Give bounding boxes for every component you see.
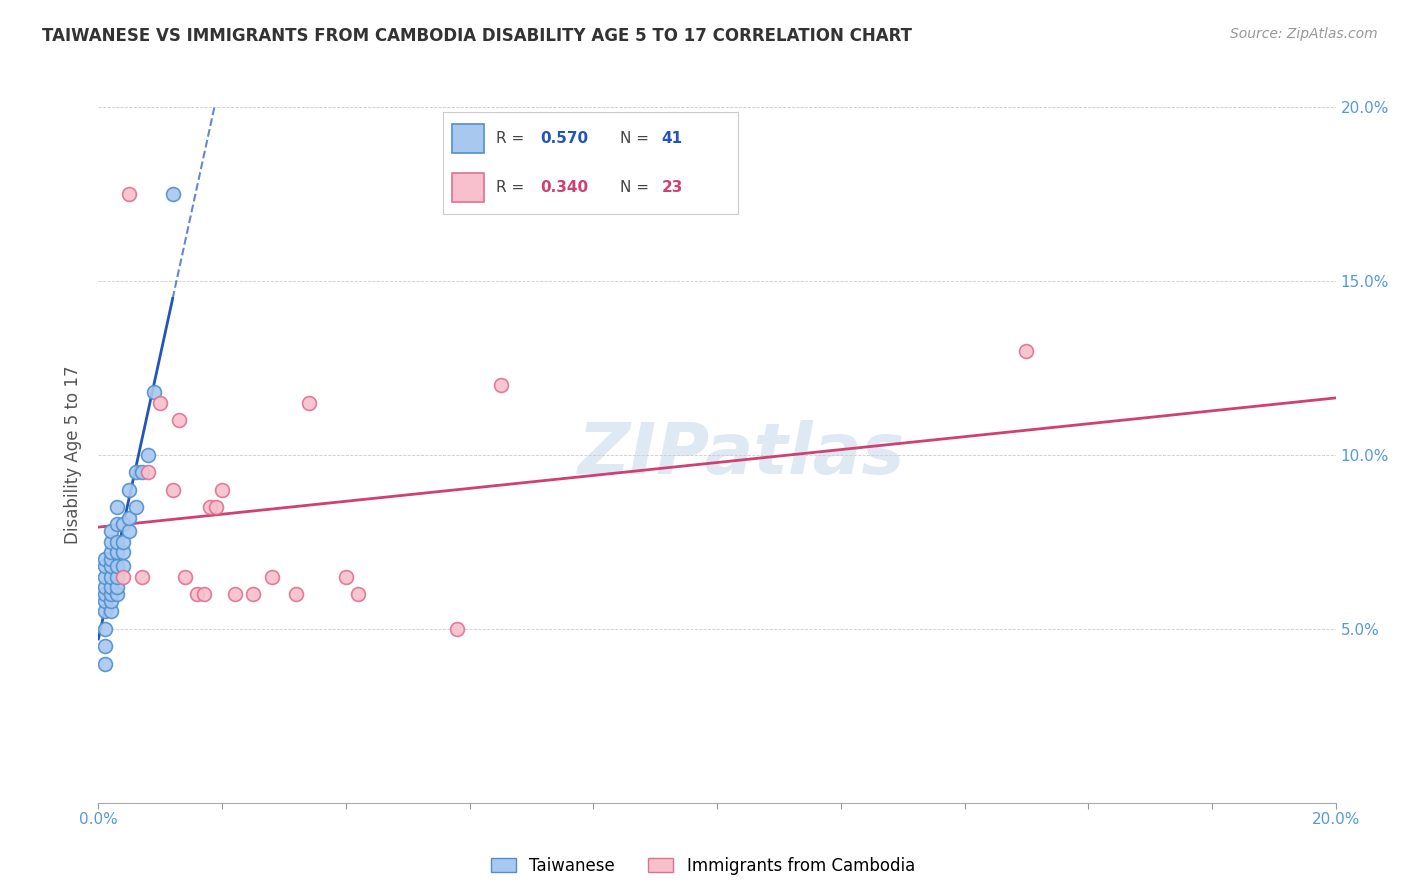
Point	[112, 545, 135, 559]
Point	[100, 545, 122, 559]
Point	[105, 534, 128, 549]
Point	[193, 587, 215, 601]
Point	[105, 570, 128, 584]
Point	[93, 570, 115, 584]
Point	[100, 559, 122, 574]
Legend: Taiwanese, Immigrants from Cambodia: Taiwanese, Immigrants from Cambodia	[491, 856, 915, 875]
Point	[100, 524, 122, 539]
Point	[186, 587, 208, 601]
Point	[136, 448, 159, 462]
Point	[112, 559, 135, 574]
Point	[446, 622, 468, 636]
Point	[100, 534, 122, 549]
Point	[100, 552, 122, 566]
Point	[131, 466, 153, 480]
Point	[105, 587, 128, 601]
Text: 41: 41	[661, 130, 682, 145]
Point	[118, 187, 141, 202]
Point	[118, 483, 141, 497]
Point	[105, 517, 128, 532]
Text: 23: 23	[661, 180, 683, 195]
Point	[100, 605, 122, 619]
Text: N =: N =	[620, 180, 654, 195]
Bar	[451, 173, 484, 202]
Text: ZIPatlas: ZIPatlas	[578, 420, 905, 490]
Point	[211, 483, 233, 497]
Point	[93, 622, 115, 636]
Point	[1015, 343, 1038, 358]
Point	[100, 587, 122, 601]
Point	[100, 594, 122, 608]
Point	[100, 580, 122, 594]
Point	[105, 580, 128, 594]
Point	[162, 187, 184, 202]
Point	[93, 594, 115, 608]
Point	[112, 570, 135, 584]
Point	[105, 559, 128, 574]
Bar	[451, 124, 484, 153]
Text: 20.0%: 20.0%	[1312, 812, 1360, 827]
Point	[143, 385, 166, 400]
Point	[224, 587, 246, 601]
Point	[118, 510, 141, 524]
Point	[93, 559, 115, 574]
Text: 0.340: 0.340	[540, 180, 589, 195]
Text: 0.0%: 0.0%	[79, 812, 118, 827]
Point	[167, 413, 190, 427]
Point	[174, 570, 197, 584]
Point	[93, 639, 115, 653]
Point	[242, 587, 264, 601]
Point	[162, 483, 184, 497]
Point	[105, 545, 128, 559]
Point	[124, 500, 146, 514]
Point	[118, 524, 141, 539]
Text: Source: ZipAtlas.com: Source: ZipAtlas.com	[1230, 27, 1378, 41]
Point	[198, 500, 221, 514]
Point	[136, 466, 159, 480]
Text: R =: R =	[496, 130, 529, 145]
Text: N =: N =	[620, 130, 654, 145]
Point	[335, 570, 357, 584]
Point	[298, 396, 321, 410]
Point	[124, 466, 146, 480]
Y-axis label: Disability Age 5 to 17: Disability Age 5 to 17	[65, 366, 83, 544]
Point	[93, 657, 115, 671]
Point	[260, 570, 283, 584]
Point	[131, 570, 153, 584]
Point	[112, 534, 135, 549]
Point	[489, 378, 512, 392]
Text: TAIWANESE VS IMMIGRANTS FROM CAMBODIA DISABILITY AGE 5 TO 17 CORRELATION CHART: TAIWANESE VS IMMIGRANTS FROM CAMBODIA DI…	[42, 27, 912, 45]
Point	[149, 396, 172, 410]
Text: R =: R =	[496, 180, 529, 195]
Point	[285, 587, 308, 601]
Point	[112, 517, 135, 532]
Point	[100, 570, 122, 584]
Point	[93, 605, 115, 619]
Point	[105, 500, 128, 514]
Point	[347, 587, 370, 601]
Point	[205, 500, 228, 514]
Point	[93, 587, 115, 601]
Point	[93, 552, 115, 566]
Text: 0.570: 0.570	[540, 130, 589, 145]
Point	[93, 580, 115, 594]
